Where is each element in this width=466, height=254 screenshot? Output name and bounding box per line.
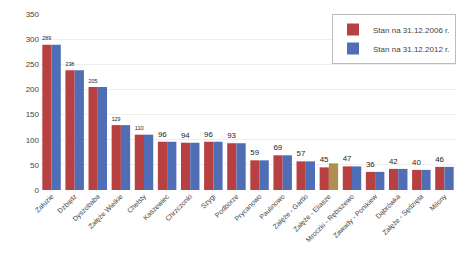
- svg-text:69: 69: [273, 143, 282, 152]
- svg-text:Chełsty: Chełsty: [126, 192, 149, 215]
- svg-text:Milony: Milony: [428, 192, 448, 212]
- svg-text:Podborze: Podborze: [213, 193, 239, 219]
- svg-text:Załęże - Eliasze: Załęże - Eliasze: [292, 193, 333, 234]
- svg-text:150: 150: [26, 110, 40, 119]
- svg-text:250: 250: [26, 60, 40, 69]
- svg-text:Zawady - Ponikiew: Zawady - Ponikiew: [332, 192, 380, 240]
- svg-text:93: 93: [227, 131, 236, 140]
- svg-text:Dzbądz: Dzbądz: [56, 192, 79, 215]
- svg-text:46: 46: [435, 155, 444, 164]
- svg-text:45: 45: [320, 155, 329, 164]
- svg-text:Załuzie: Załuzie: [34, 193, 55, 214]
- svg-text:47: 47: [343, 154, 352, 163]
- svg-text:129: 129: [112, 116, 121, 122]
- svg-text:Chrzczonki: Chrzczonki: [164, 192, 194, 222]
- svg-text:Załęże - Sędzięta: Załęże - Sędzięta: [381, 193, 425, 237]
- svg-text:Załęże - Gartki: Załęże - Gartki: [272, 192, 310, 230]
- svg-text:200: 200: [26, 85, 40, 94]
- svg-text:300: 300: [26, 35, 40, 44]
- svg-text:110: 110: [135, 125, 144, 131]
- svg-text:Kaszewiec: Kaszewiec: [142, 192, 171, 221]
- svg-text:Stan na 31.12.2006 r.: Stan na 31.12.2006 r.: [373, 26, 450, 35]
- svg-text:94: 94: [181, 131, 190, 140]
- svg-text:289: 289: [42, 35, 51, 41]
- svg-text:42: 42: [389, 157, 398, 166]
- svg-text:Załęże Wielkie: Załęże Wielkie: [87, 193, 125, 231]
- svg-text:59: 59: [250, 148, 259, 157]
- svg-text:Mroczki - Rębiszewo: Mroczki - Rębiszewo: [305, 193, 356, 244]
- svg-text:Prycanowo: Prycanowo: [233, 193, 263, 223]
- svg-text:205: 205: [89, 78, 98, 84]
- svg-text:Paulinowo: Paulinowo: [258, 193, 286, 221]
- svg-text:100: 100: [26, 136, 40, 145]
- svg-text:Szygi: Szygi: [199, 192, 217, 210]
- svg-text:Dyszobaba: Dyszobaba: [71, 193, 101, 223]
- svg-text:350: 350: [26, 10, 40, 19]
- svg-text:50: 50: [30, 161, 39, 170]
- svg-text:Stan na 31.12.2012 r.: Stan na 31.12.2012 r.: [373, 45, 450, 54]
- svg-text:238: 238: [65, 61, 74, 67]
- svg-text:Dąbrówka: Dąbrówka: [374, 193, 402, 221]
- svg-text:36: 36: [366, 160, 375, 169]
- svg-text:96: 96: [158, 130, 167, 139]
- svg-text:40: 40: [412, 158, 421, 167]
- svg-text:0: 0: [35, 186, 40, 195]
- svg-text:96: 96: [204, 130, 213, 139]
- svg-text:57: 57: [297, 149, 306, 158]
